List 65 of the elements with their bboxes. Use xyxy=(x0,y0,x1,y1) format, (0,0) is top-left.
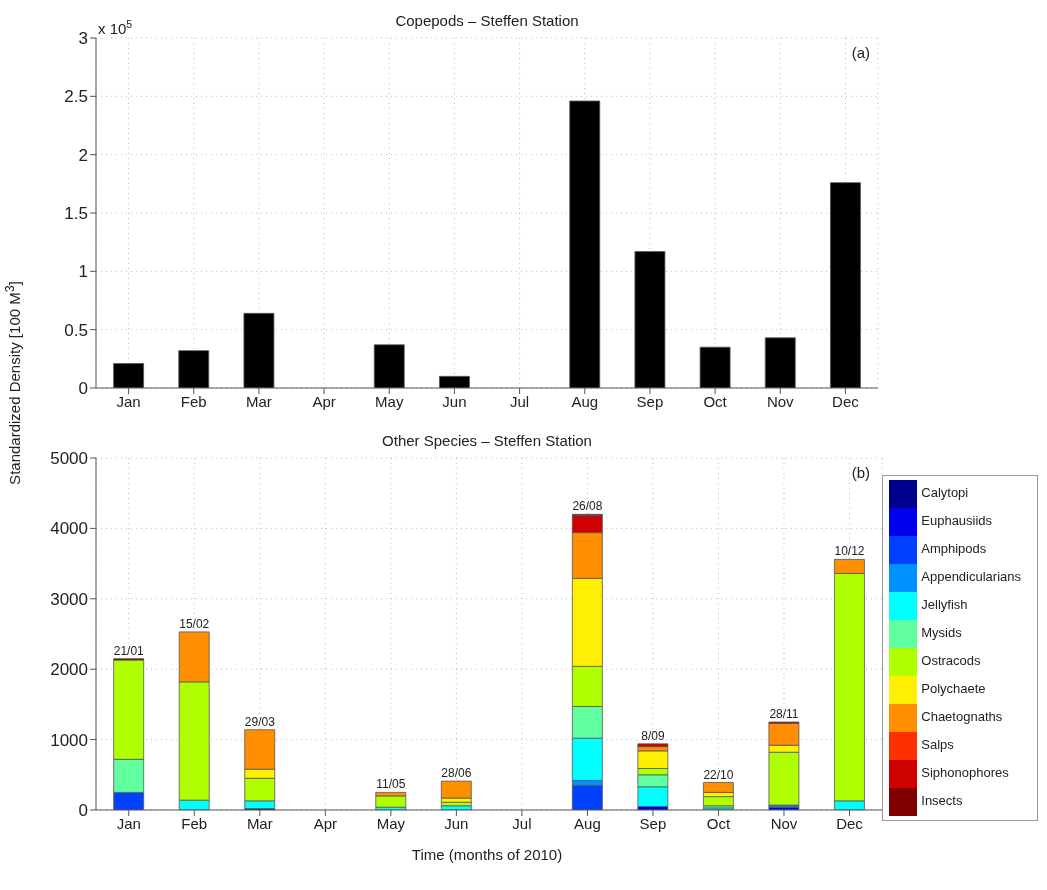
x-tick-label: Aug xyxy=(571,392,599,410)
annotation: 28/06 xyxy=(441,766,472,781)
x-tick-label: Jan xyxy=(116,814,141,832)
y-tick-label: 1.5 xyxy=(64,204,88,224)
x-tick-label: Jan xyxy=(116,392,141,410)
legend-label: Mysids xyxy=(921,625,962,641)
chart-title: Other Species – Steffen Station xyxy=(382,432,592,449)
x-tick-label: Oct xyxy=(703,392,728,410)
annotation: 22/10 xyxy=(703,767,734,782)
annotation: 10/12 xyxy=(834,544,865,559)
annotation: 26/08 xyxy=(572,499,603,514)
x-tick-label: May xyxy=(376,814,406,832)
x-tick-label: Apr xyxy=(313,814,337,832)
annotation: 28/11 xyxy=(769,707,799,721)
annotation: 15/02 xyxy=(179,616,210,631)
y-tick-label: 5000 xyxy=(50,449,88,469)
x-tick-label: Jul xyxy=(509,392,530,410)
annotation: (b) xyxy=(851,464,870,481)
legend-label: Calytopi xyxy=(921,485,969,501)
x-tick-label: Dec xyxy=(832,392,860,410)
x-tick-label: Mar xyxy=(246,814,273,832)
x-tick-label: Jun xyxy=(442,392,467,410)
annotation: (a) xyxy=(851,44,870,61)
x-tick-label: May xyxy=(375,392,404,410)
x-tick-label: Sep xyxy=(639,814,667,832)
y-tick-label: 3 xyxy=(78,29,88,49)
y-tick-label: 0 xyxy=(78,379,88,399)
x-tick-label: Oct xyxy=(706,814,731,832)
x-tick-label: Dec xyxy=(836,814,864,832)
y-tick-label: 0.5 xyxy=(64,320,88,340)
x-tick-label: Nov xyxy=(766,392,795,410)
text: x 10$^{5}$ xyxy=(98,18,133,37)
x-tick-label: Jul xyxy=(512,814,532,832)
y-tick-label: 1000 xyxy=(50,730,88,750)
x-tick-label: Jun xyxy=(444,814,469,832)
legend-label: Appendicularians xyxy=(921,569,1021,585)
annotation: 11/05 xyxy=(376,777,406,792)
y-tick-label: 2.5 xyxy=(64,87,88,107)
annotation: 21/01 xyxy=(113,643,145,658)
y-tick-label: 0 xyxy=(78,801,88,821)
y-tick-label: 4000 xyxy=(50,519,88,539)
x-tick-label: Apr xyxy=(312,392,336,410)
y-tick-label: 2000 xyxy=(50,660,88,680)
x-axis-title: Time (months of 2010) xyxy=(411,846,563,863)
x-tick-label: Mar xyxy=(245,392,272,410)
x-tick-label: Nov xyxy=(770,814,798,832)
legend-label: Salps xyxy=(921,737,954,753)
annotation: 29/03 xyxy=(244,714,276,729)
legend-label: Polychaete xyxy=(921,681,986,697)
x-tick-label: Sep xyxy=(636,392,664,410)
legend-label: Amphipods xyxy=(921,541,987,557)
legend-label: Chaetognaths xyxy=(921,709,1003,725)
legend-label: Ostracods xyxy=(921,653,981,669)
y-tick-label: 3000 xyxy=(50,589,88,609)
legend-label: Jellyfish xyxy=(921,597,968,613)
legend-label: Insects xyxy=(921,793,963,809)
legend-label: Euphausiids xyxy=(921,513,993,529)
annotation: 8/09 xyxy=(641,728,665,743)
y-tick-label: 1 xyxy=(78,262,88,282)
x-tick-label: Feb xyxy=(181,814,208,832)
x-tick-label: Feb xyxy=(180,392,207,410)
legend-label: Siphonophores xyxy=(921,765,1009,781)
chart-title: Copepods – Steffen Station xyxy=(395,12,579,29)
x-tick-label: Aug xyxy=(574,814,601,832)
y-tick-label: 2 xyxy=(78,145,88,165)
